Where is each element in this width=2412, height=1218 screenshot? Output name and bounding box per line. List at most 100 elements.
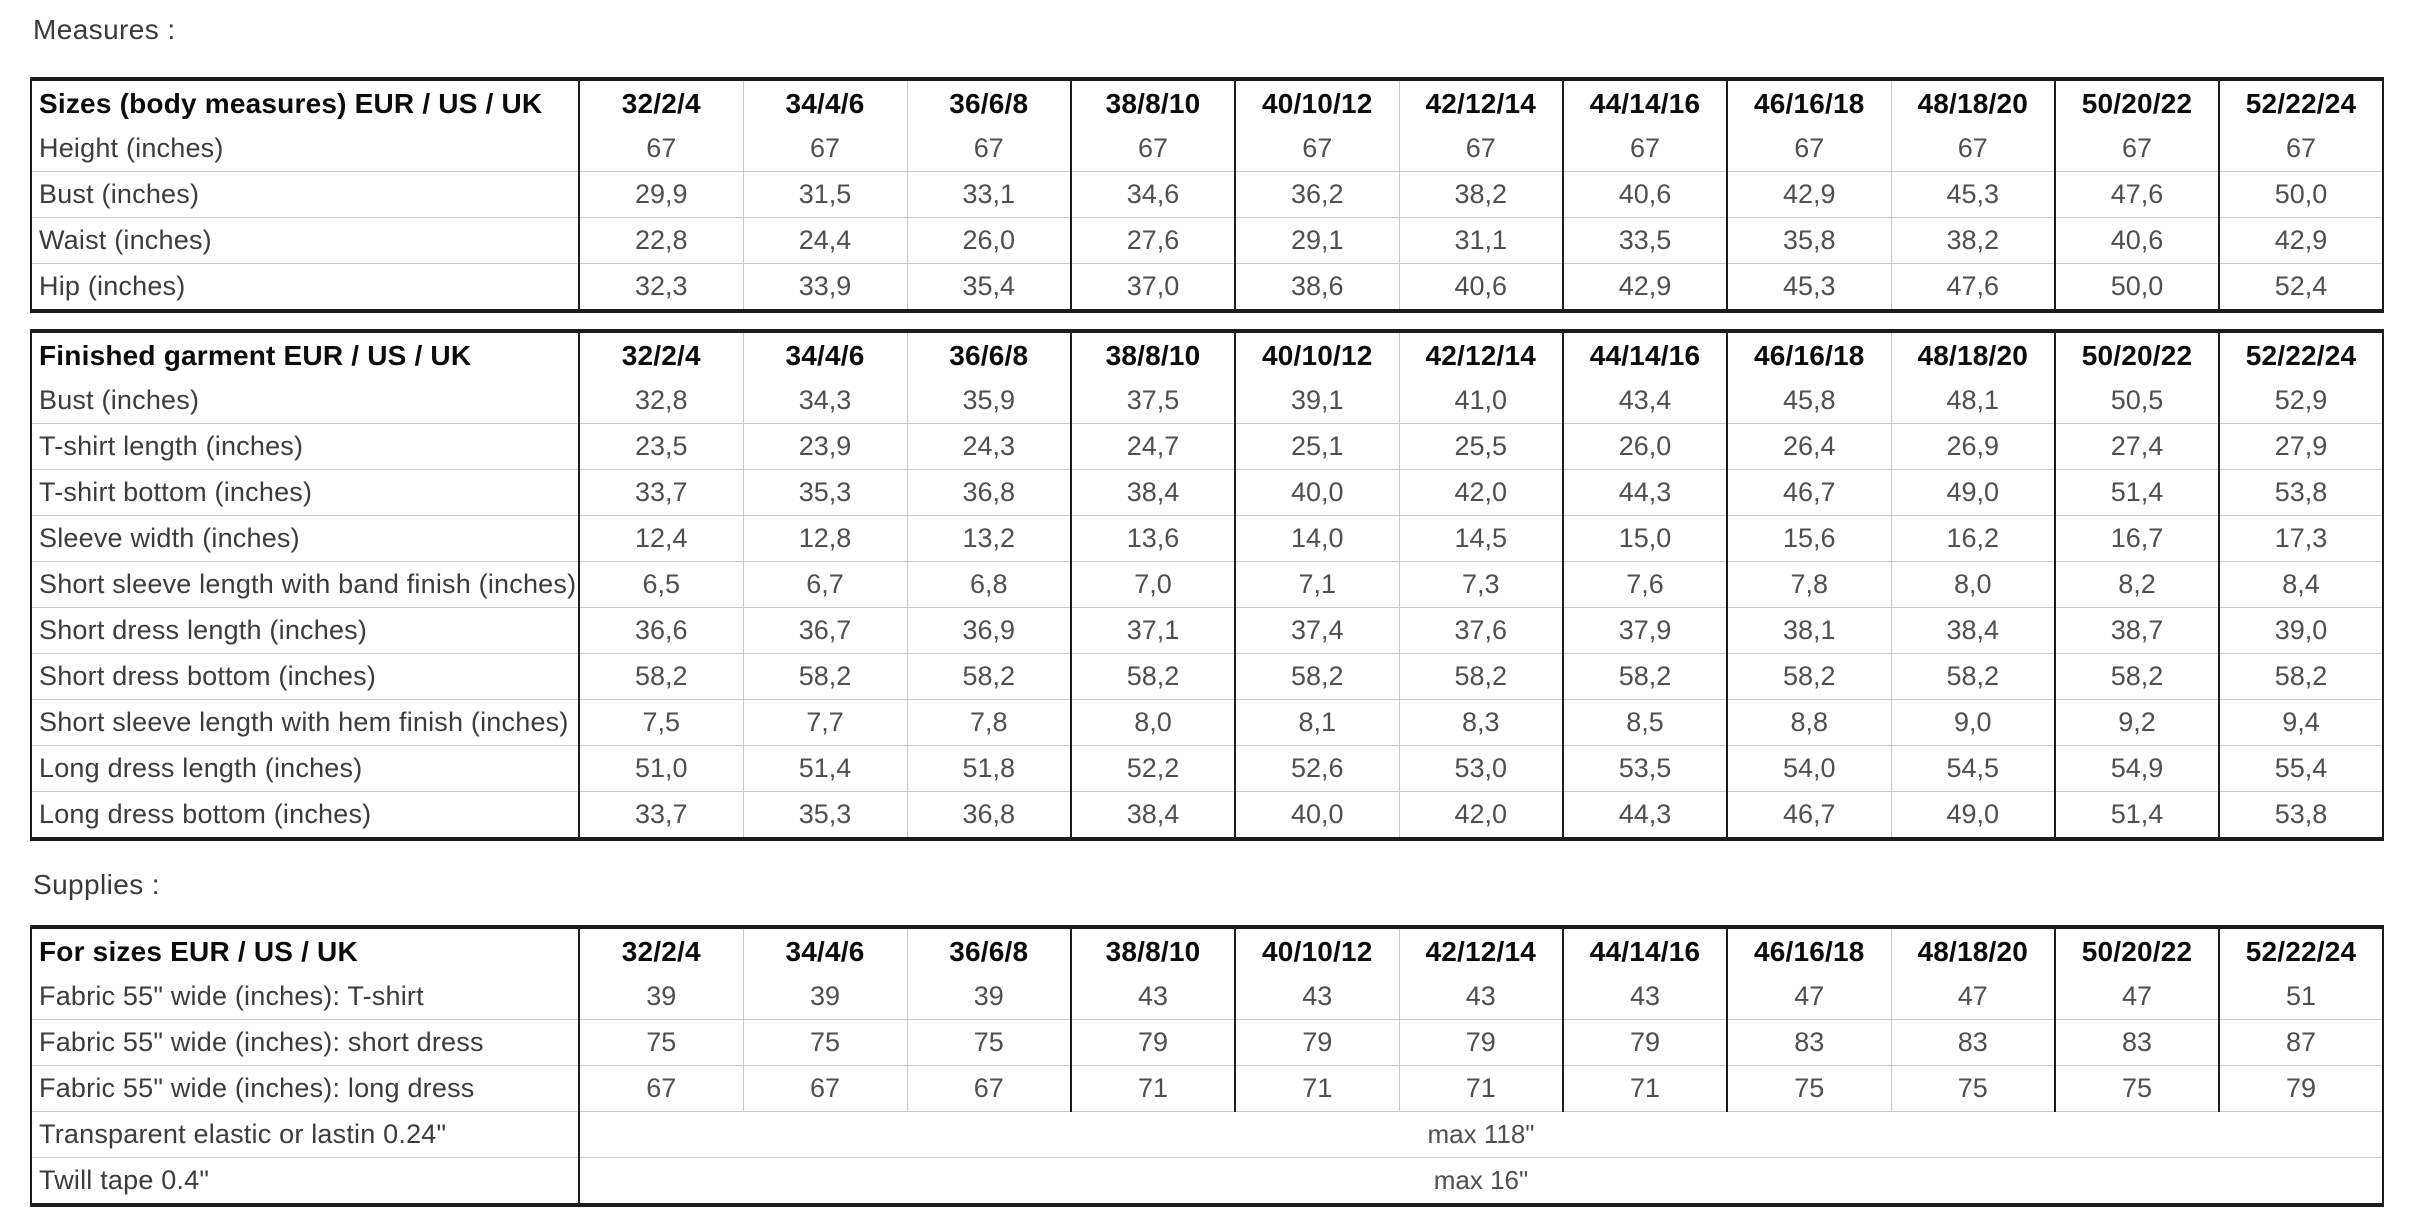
value-cell: 71 xyxy=(1563,1065,1728,1112)
value-cell: 58,2 xyxy=(2219,653,2383,700)
value-cell: 47 xyxy=(1891,974,2056,1020)
size-header-cell: 52/22/24 xyxy=(2245,87,2357,119)
row-label-cell: Bust (inches) xyxy=(31,171,580,218)
value-cell: 75 xyxy=(2055,1065,2220,1112)
value-cell: 67 xyxy=(743,1065,908,1112)
header-row: Sizes (body measures) EUR / US / UK 32/2/… xyxy=(31,79,2383,126)
value-cell: 37,1 xyxy=(1071,607,1236,654)
value-cell: 37,4 xyxy=(1235,607,1400,654)
value-cell: 50,0 xyxy=(2055,263,2220,311)
table-title: Sizes (body measures) EUR / US / UK xyxy=(31,79,580,126)
value-cell: 9,4 xyxy=(2219,699,2383,746)
value-cell: 35,8 xyxy=(1727,217,1892,264)
size-header-cell: 42/12/14 xyxy=(1399,79,1564,126)
value-cell: 67 xyxy=(1727,126,1892,172)
value-cell: 12,4 xyxy=(579,515,744,562)
value-cell: 35,3 xyxy=(743,791,908,839)
row-label-cell: Fabric 55" wide (inches): long dress xyxy=(31,1065,580,1112)
value-cell: 83 xyxy=(2055,1019,2220,1066)
value-cell: 7,3 xyxy=(1399,561,1564,608)
value-cell: 42,0 xyxy=(1399,791,1564,839)
value-cell: 67 xyxy=(1071,126,1236,172)
value-cell: 83 xyxy=(1727,1019,1892,1066)
value-cell: 71 xyxy=(1399,1065,1564,1112)
merged-value-cell: max 118" xyxy=(579,1111,2383,1158)
row-label-cell: Short dress bottom (inches) xyxy=(31,653,580,700)
value-cell: 7,6 xyxy=(1563,561,1728,608)
value-cell: 51,4 xyxy=(2055,469,2220,516)
value-cell: 7,5 xyxy=(579,699,744,746)
value-cell: 8,5 xyxy=(1563,699,1728,746)
value-cell: 27,9 xyxy=(2219,423,2383,470)
supplies-table: For sizes EUR / US / UK 32/2/4 34/4/6 36/6/… xyxy=(30,925,2384,1207)
value-cell: 22,8 xyxy=(579,217,744,264)
value-cell: 36,8 xyxy=(907,791,1072,839)
value-cell: 58,2 xyxy=(1071,653,1236,700)
value-cell: 67 xyxy=(579,1065,744,1112)
value-cell: 39 xyxy=(907,974,1072,1020)
value-cell: 38,4 xyxy=(1071,469,1236,516)
value-cell: 14,5 xyxy=(1399,515,1564,562)
value-cell: 44,3 xyxy=(1563,791,1728,839)
value-cell: 31,1 xyxy=(1399,217,1564,264)
size-header-cell: 48/18/20 xyxy=(1891,927,2056,974)
value-cell: 53,8 xyxy=(2274,799,2328,829)
value-cell: 7,8 xyxy=(1727,561,1892,608)
value-cell: 40,6 xyxy=(1399,263,1564,311)
table-row: Waist (inches) 22,8 24,4 26,0 27,6 29,1 31,1 33… xyxy=(31,217,2383,264)
value-cell: 75 xyxy=(1727,1065,1892,1112)
value-cell: 16,7 xyxy=(2055,515,2220,562)
value-cell: 40,6 xyxy=(1563,171,1728,218)
value-cell: 12,8 xyxy=(743,515,908,562)
table-row: Height (inches) 67 67 67 67 67 67 67 67 67 67 67 xyxy=(31,126,2383,172)
value-cell: 33,9 xyxy=(743,263,908,311)
value-cell: 37,9 xyxy=(1563,607,1728,654)
value-cell: 36,8 xyxy=(907,469,1072,516)
value-cell: 39 xyxy=(743,974,908,1020)
value-cell: 8,4 xyxy=(2219,561,2383,608)
size-header-cell: 32/2/4 xyxy=(579,331,744,378)
table-row: Sleeve width (inches) 12,4 12,8 13,2 13,6 14,… xyxy=(31,515,2383,562)
row-label-cell: Long dress length (inches) xyxy=(31,745,580,792)
row-label-cell: Short dress length (inches) xyxy=(31,607,580,654)
value-cell: 42,9 xyxy=(2219,217,2383,264)
value-cell: 67 xyxy=(579,126,744,172)
value-cell: 37,0 xyxy=(1071,263,1236,311)
value-cell: 24,4 xyxy=(743,217,908,264)
table-row: Short dress bottom (inches) 58,2 58,2 58,2 5… xyxy=(31,653,2383,700)
size-header-cell: 42/12/14 xyxy=(1399,927,1564,974)
table-row: T-shirt bottom (inches) 33,7 35,3 36,8 38,4 4… xyxy=(31,469,2383,516)
value-cell: 27,6 xyxy=(1071,217,1236,264)
value-cell: 42,9 xyxy=(1563,263,1728,311)
value-cell: 51,0 xyxy=(579,745,744,792)
table-title: For sizes EUR / US / UK xyxy=(31,927,580,974)
value-cell: 38,6 xyxy=(1235,263,1400,311)
value-cell: 37,5 xyxy=(1071,378,1236,424)
value-cell: 38,7 xyxy=(2055,607,2220,654)
value-cell: 26,9 xyxy=(1891,423,2056,470)
merged-value-cell: max 16" xyxy=(1433,1165,1529,1195)
value-cell: 47 xyxy=(1727,974,1892,1020)
value-cell: 58,2 xyxy=(1891,653,2056,700)
value-cell: 7,1 xyxy=(1235,561,1400,608)
value-cell: 58,2 xyxy=(907,653,1072,700)
size-header-cell: 40/10/12 xyxy=(1235,79,1400,126)
size-header-cell: 50/20/22 xyxy=(2055,79,2220,126)
value-cell: 41,0 xyxy=(1399,378,1564,424)
value-cell: 37,6 xyxy=(1399,607,1564,654)
value-cell: 14,0 xyxy=(1235,515,1400,562)
value-cell: 75 xyxy=(907,1019,1072,1066)
value-cell: 34,3 xyxy=(743,378,908,424)
row-label-cell: Waist (inches) xyxy=(31,217,580,264)
size-header-cell: 52/22/24 xyxy=(2245,935,2357,967)
value-cell: 33,7 xyxy=(579,791,744,839)
value-cell: 8,8 xyxy=(1727,699,1892,746)
value-cell: 42,9 xyxy=(1727,171,1892,218)
value-cell: 39 xyxy=(579,974,744,1020)
value-cell: 29,9 xyxy=(579,171,744,218)
value-cell: 35,9 xyxy=(907,378,1072,424)
size-header-cell: 48/18/20 xyxy=(1891,79,2056,126)
value-cell: 87 xyxy=(2219,1019,2383,1066)
value-cell: 40,6 xyxy=(2055,217,2220,264)
value-cell: 23,9 xyxy=(743,423,908,470)
